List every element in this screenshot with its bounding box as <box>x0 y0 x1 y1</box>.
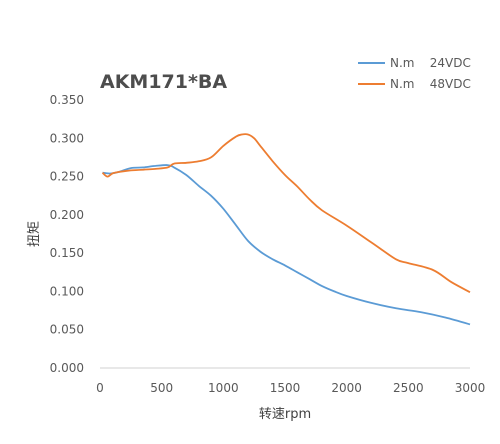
y-tick-label: 0.200 <box>50 208 84 222</box>
y-tick-label: 0.150 <box>50 246 84 260</box>
y-tick-label: 0.250 <box>50 170 84 184</box>
chart-title: AKM171*BA <box>100 71 227 93</box>
x-tick-label: 500 <box>150 381 173 395</box>
x-tick-label: 1000 <box>208 381 239 395</box>
y-tick-label: 0.350 <box>50 93 84 107</box>
series-24vdc-line <box>102 164 471 326</box>
y-tick-label: 0.050 <box>50 323 84 337</box>
y-tick-label: 0.100 <box>50 284 84 298</box>
x-tick-label: 3000 <box>455 381 486 395</box>
legend-label-24vdc: N.m 24VDC <box>390 56 471 70</box>
x-tick-label: 1500 <box>270 381 301 395</box>
legend: N.m 24VDC N.m 48VDC <box>358 56 471 91</box>
y-tick-label: 0.000 <box>50 361 84 375</box>
series-48vdc-line <box>101 133 471 293</box>
y-axis-title: 扭矩 <box>27 221 42 247</box>
series-lines <box>101 133 471 326</box>
x-tick-label: 0 <box>96 381 104 395</box>
x-axis-ticks: 0 500 1000 1500 2000 2500 3000 <box>96 381 485 395</box>
x-axis-title: 转速rpm <box>259 407 311 422</box>
legend-label-48vdc: N.m 48VDC <box>390 77 471 91</box>
y-tick-label: 0.300 <box>50 131 84 145</box>
x-tick-label: 2500 <box>393 381 424 395</box>
y-axis-ticks: 0.000 0.050 0.100 0.150 0.200 0.250 0.300 0.350 <box>50 93 84 375</box>
x-tick-label: 2000 <box>331 381 362 395</box>
